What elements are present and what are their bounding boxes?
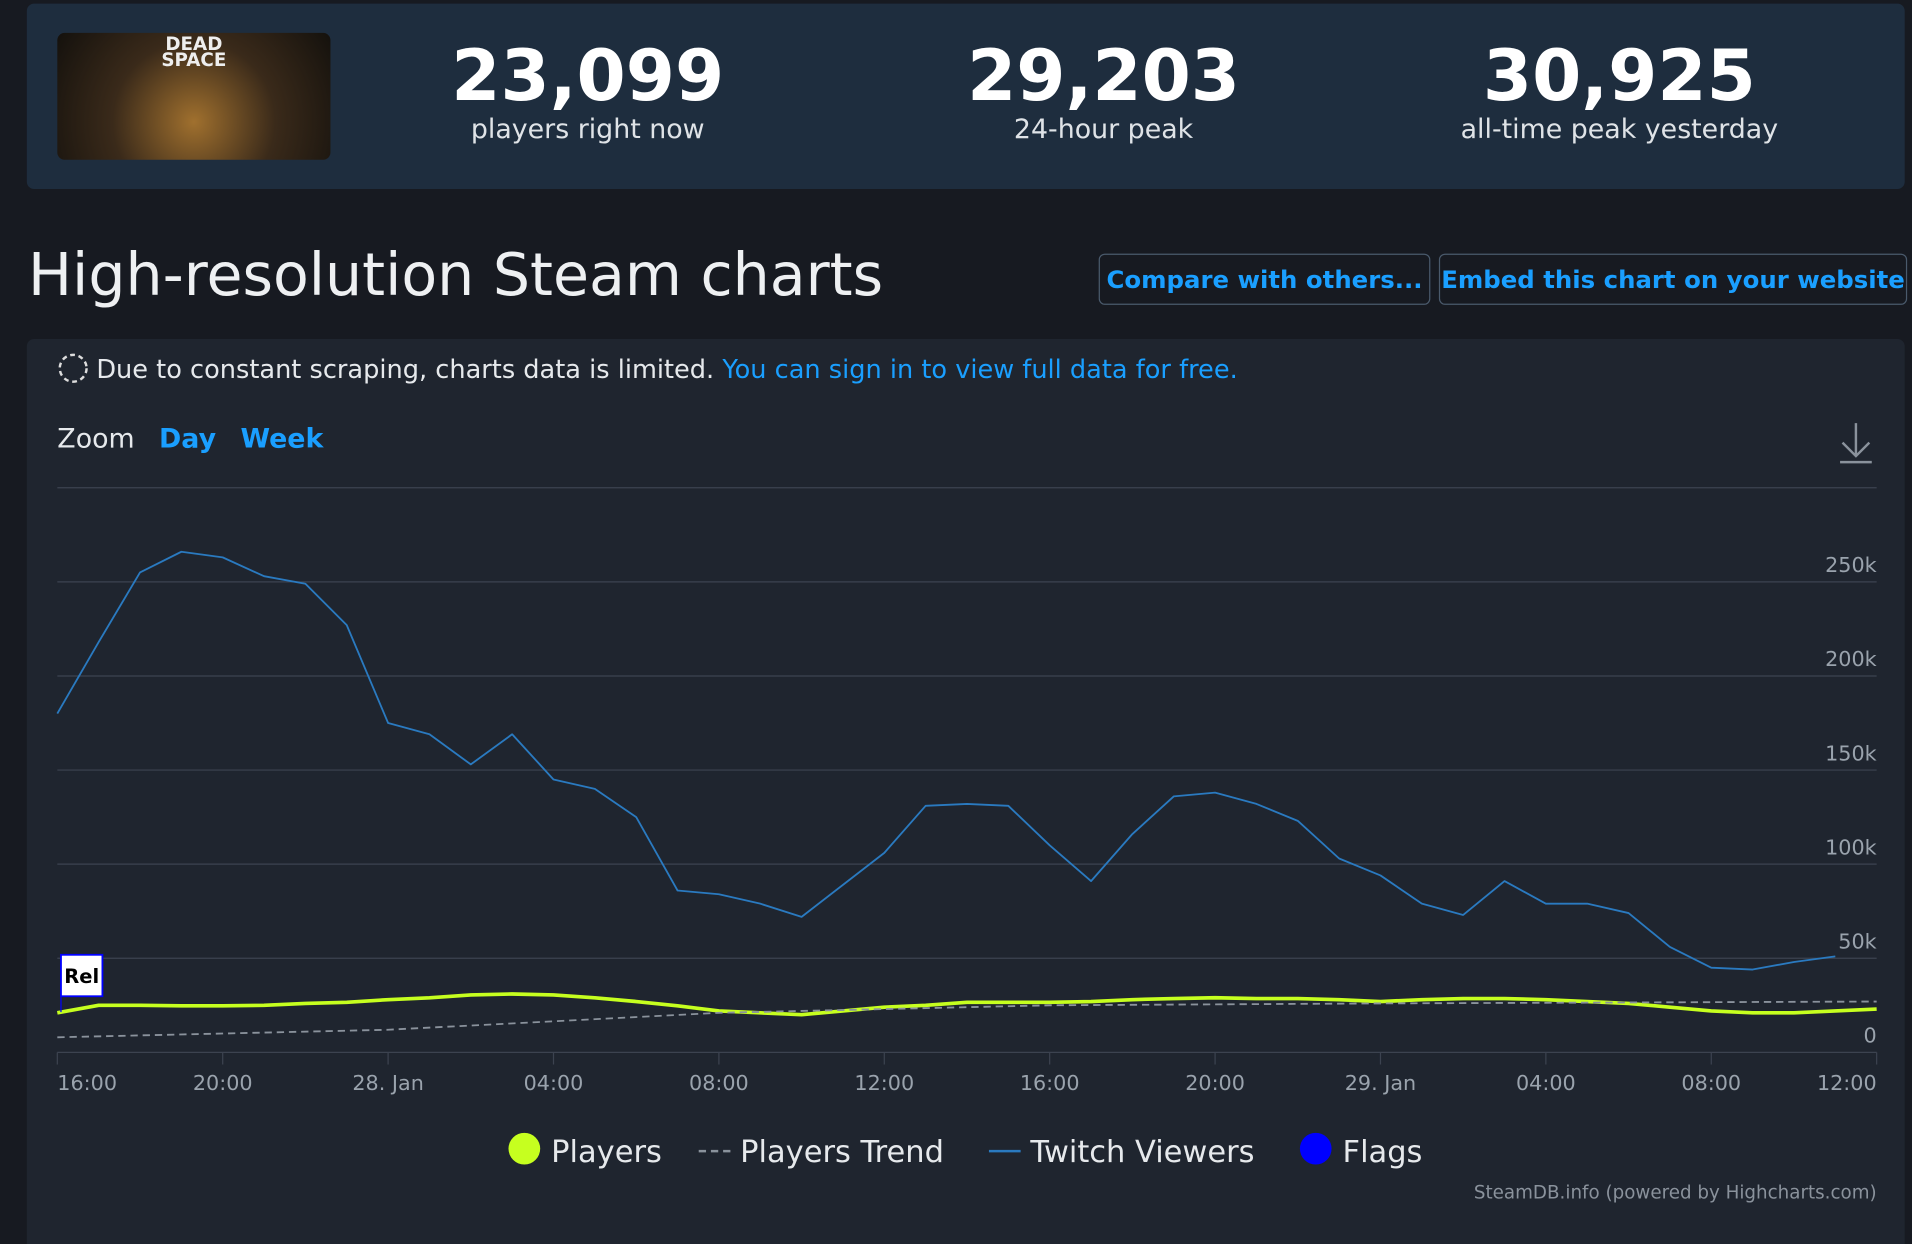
x-tick-label: 12:00 — [1817, 1071, 1877, 1095]
x-tick-label: 12:00 — [854, 1071, 914, 1095]
x-tick-label: 28. Jan — [352, 1071, 423, 1095]
y-tick-label: 250k — [1825, 553, 1877, 577]
game-cover: DEAD SPACE — [57, 32, 331, 160]
series-line — [57, 1000, 1877, 1039]
compare-button[interactable]: Compare with others... — [1098, 253, 1431, 305]
x-tick-label: 08:00 — [689, 1071, 749, 1095]
series-line — [56, 992, 1877, 1017]
y-tick-label: 200k — [1825, 647, 1877, 671]
x-tick-label: 08:00 — [1681, 1071, 1741, 1095]
stat: 30,925 all-time peak yesterday — [1363, 37, 1875, 146]
legend-label: Twitch Viewers — [1029, 1135, 1254, 1170]
stat: 23,099 players right now — [332, 37, 844, 146]
notice-text: Due to constant scraping, charts data is… — [96, 354, 715, 385]
legend-symbol — [1299, 1132, 1332, 1165]
header-panel — [26, 3, 1905, 190]
stat: 29,203 24-hour peak — [847, 37, 1359, 146]
stat-value: 30,925 — [1482, 34, 1756, 118]
x-tick-label: 29. Jan — [1345, 1071, 1416, 1095]
zoom-button[interactable]: Week — [240, 424, 324, 455]
x-tick-label: 04:00 — [1516, 1071, 1576, 1095]
zoom-controls: Zoom Day Week — [57, 424, 323, 454]
stat-value: 23,099 — [451, 34, 725, 118]
stat-label: 24-hour peak — [1013, 114, 1194, 146]
series-line — [56, 550, 1836, 971]
legend-label: Players — [551, 1135, 662, 1170]
legend-item[interactable]: Players — [508, 1132, 662, 1170]
flag — [60, 953, 104, 998]
page-title: High-resolution Steam charts — [28, 241, 884, 310]
embed-button[interactable]: Embed this chart on your website — [1438, 253, 1908, 305]
x-tick-label: 20:00 — [1185, 1071, 1245, 1095]
zoom-button[interactable]: Day — [159, 424, 217, 455]
stat-label: all-time peak yesterday — [1460, 114, 1779, 146]
sign-in-link[interactable]: You can sign in to view full data for fr… — [722, 354, 1238, 385]
x-tick-label: 20:00 — [193, 1071, 253, 1095]
credits: SteamDB.info (powered by Highcharts.com) — [1474, 1183, 1877, 1204]
zoom-label: Zoom — [57, 424, 135, 455]
cover-text: DEAD SPACE — [161, 32, 227, 71]
stat-label: players right now — [470, 114, 705, 146]
x-tick-label: 16:00 — [1020, 1071, 1080, 1095]
y-tick-label: 0 — [1863, 1024, 1876, 1048]
y-tick-label: 100k — [1825, 835, 1877, 859]
notice: Due to constant scraping, charts data is… — [57, 352, 1238, 385]
legend-item[interactable]: Flags — [1299, 1132, 1423, 1170]
flag-label: Rel — [64, 965, 99, 988]
chart-panel — [26, 338, 1905, 1244]
stat-value: 29,203 — [967, 34, 1241, 118]
legend-item[interactable]: Players Trend — [698, 1135, 944, 1170]
x-tick-label: 16:00 — [57, 1071, 117, 1095]
y-tick-label: 150k — [1825, 741, 1877, 765]
download-icon[interactable] — [1840, 423, 1872, 464]
legend-item[interactable]: Twitch Viewers — [988, 1135, 1255, 1170]
x-tick-label: 04:00 — [524, 1071, 584, 1095]
legend-label: Flags — [1343, 1135, 1423, 1170]
notice-icon — [58, 353, 88, 383]
legend-symbol — [508, 1132, 541, 1165]
y-tick-label: 50k — [1838, 929, 1876, 953]
legend-label: Players Trend — [740, 1135, 944, 1170]
